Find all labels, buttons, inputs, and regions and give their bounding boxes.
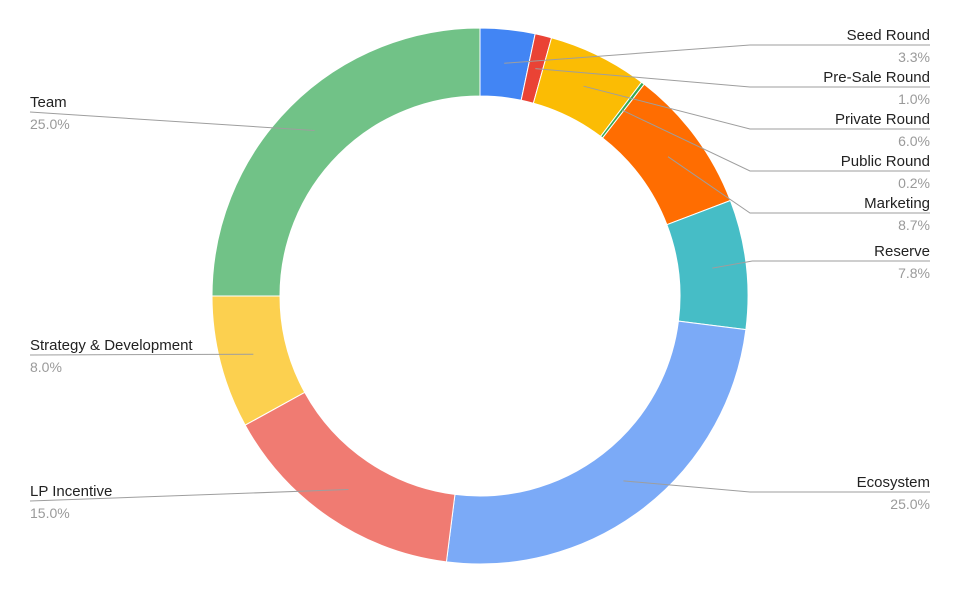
leader-line-ecosystem [623,480,930,493]
label-public-round: Public Round [841,153,930,170]
leader-line-marketing [667,156,930,214]
slice-labels: Seed Round 3.3% Pre-Sale Round 1.0% Private … [30,27,930,521]
label-private-round: Private Round [835,111,930,128]
leader-line-reserve [712,260,930,269]
leader-line-pre-sale-round [535,68,930,88]
label-reserve: Reserve [874,243,930,260]
label-ecosystem: Ecosystem [857,474,930,491]
label-team: Team [30,94,67,111]
value-private-round: 6.0% [898,133,930,149]
leader-lines [29,44,930,502]
value-ecosystem: 25.0% [890,496,930,512]
value-team: 25.0% [30,116,70,132]
value-seed-round: 3.3% [898,49,930,65]
value-reserve: 7.8% [898,265,930,281]
label-seed-round: Seed Round [847,27,930,44]
value-strategy-and-development: 8.0% [30,359,62,375]
slice-lp-incentive [244,391,456,563]
value-marketing: 8.7% [898,217,930,233]
leader-line-seed-round [504,44,930,64]
leader-line-strategy-and-development [29,353,254,356]
slice-ecosystem [445,320,747,565]
label-pre-sale-round: Pre-Sale Round [823,69,930,86]
leader-line-team [29,111,315,132]
leader-line-public-round [622,109,930,172]
label-strategy-and-development: Strategy & Development [30,337,193,354]
leader-line-private-round [583,85,930,130]
label-lp-incentive: LP Incentive [30,483,112,500]
label-marketing: Marketing [864,195,930,212]
value-lp-incentive: 15.0% [30,505,70,521]
value-public-round: 0.2% [898,175,930,191]
slice-team [211,27,481,297]
slice-reserve [666,199,749,331]
slices [211,27,749,565]
value-pre-sale-round: 1.0% [898,91,930,107]
leader-line-lp-incentive [29,489,349,502]
